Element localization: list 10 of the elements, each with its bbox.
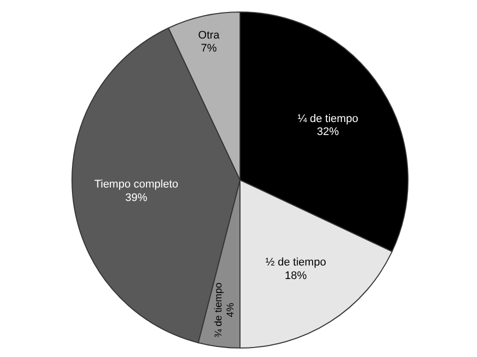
- slice-label: ¾ de tiempo: [214, 282, 225, 338]
- slice-label: ½ de tiempo: [266, 256, 326, 269]
- data-label: 7%: [200, 42, 218, 55]
- data-label: 4%: [226, 302, 237, 318]
- data-label: 32%: [316, 126, 340, 138]
- data-label: 39%: [125, 192, 148, 204]
- slice-label: Otra: [198, 29, 220, 42]
- slice-label: ¼ de tiempo: [298, 112, 358, 125]
- slice-label: Tiempo completo: [94, 178, 178, 191]
- data-label: 18%: [284, 270, 308, 282]
